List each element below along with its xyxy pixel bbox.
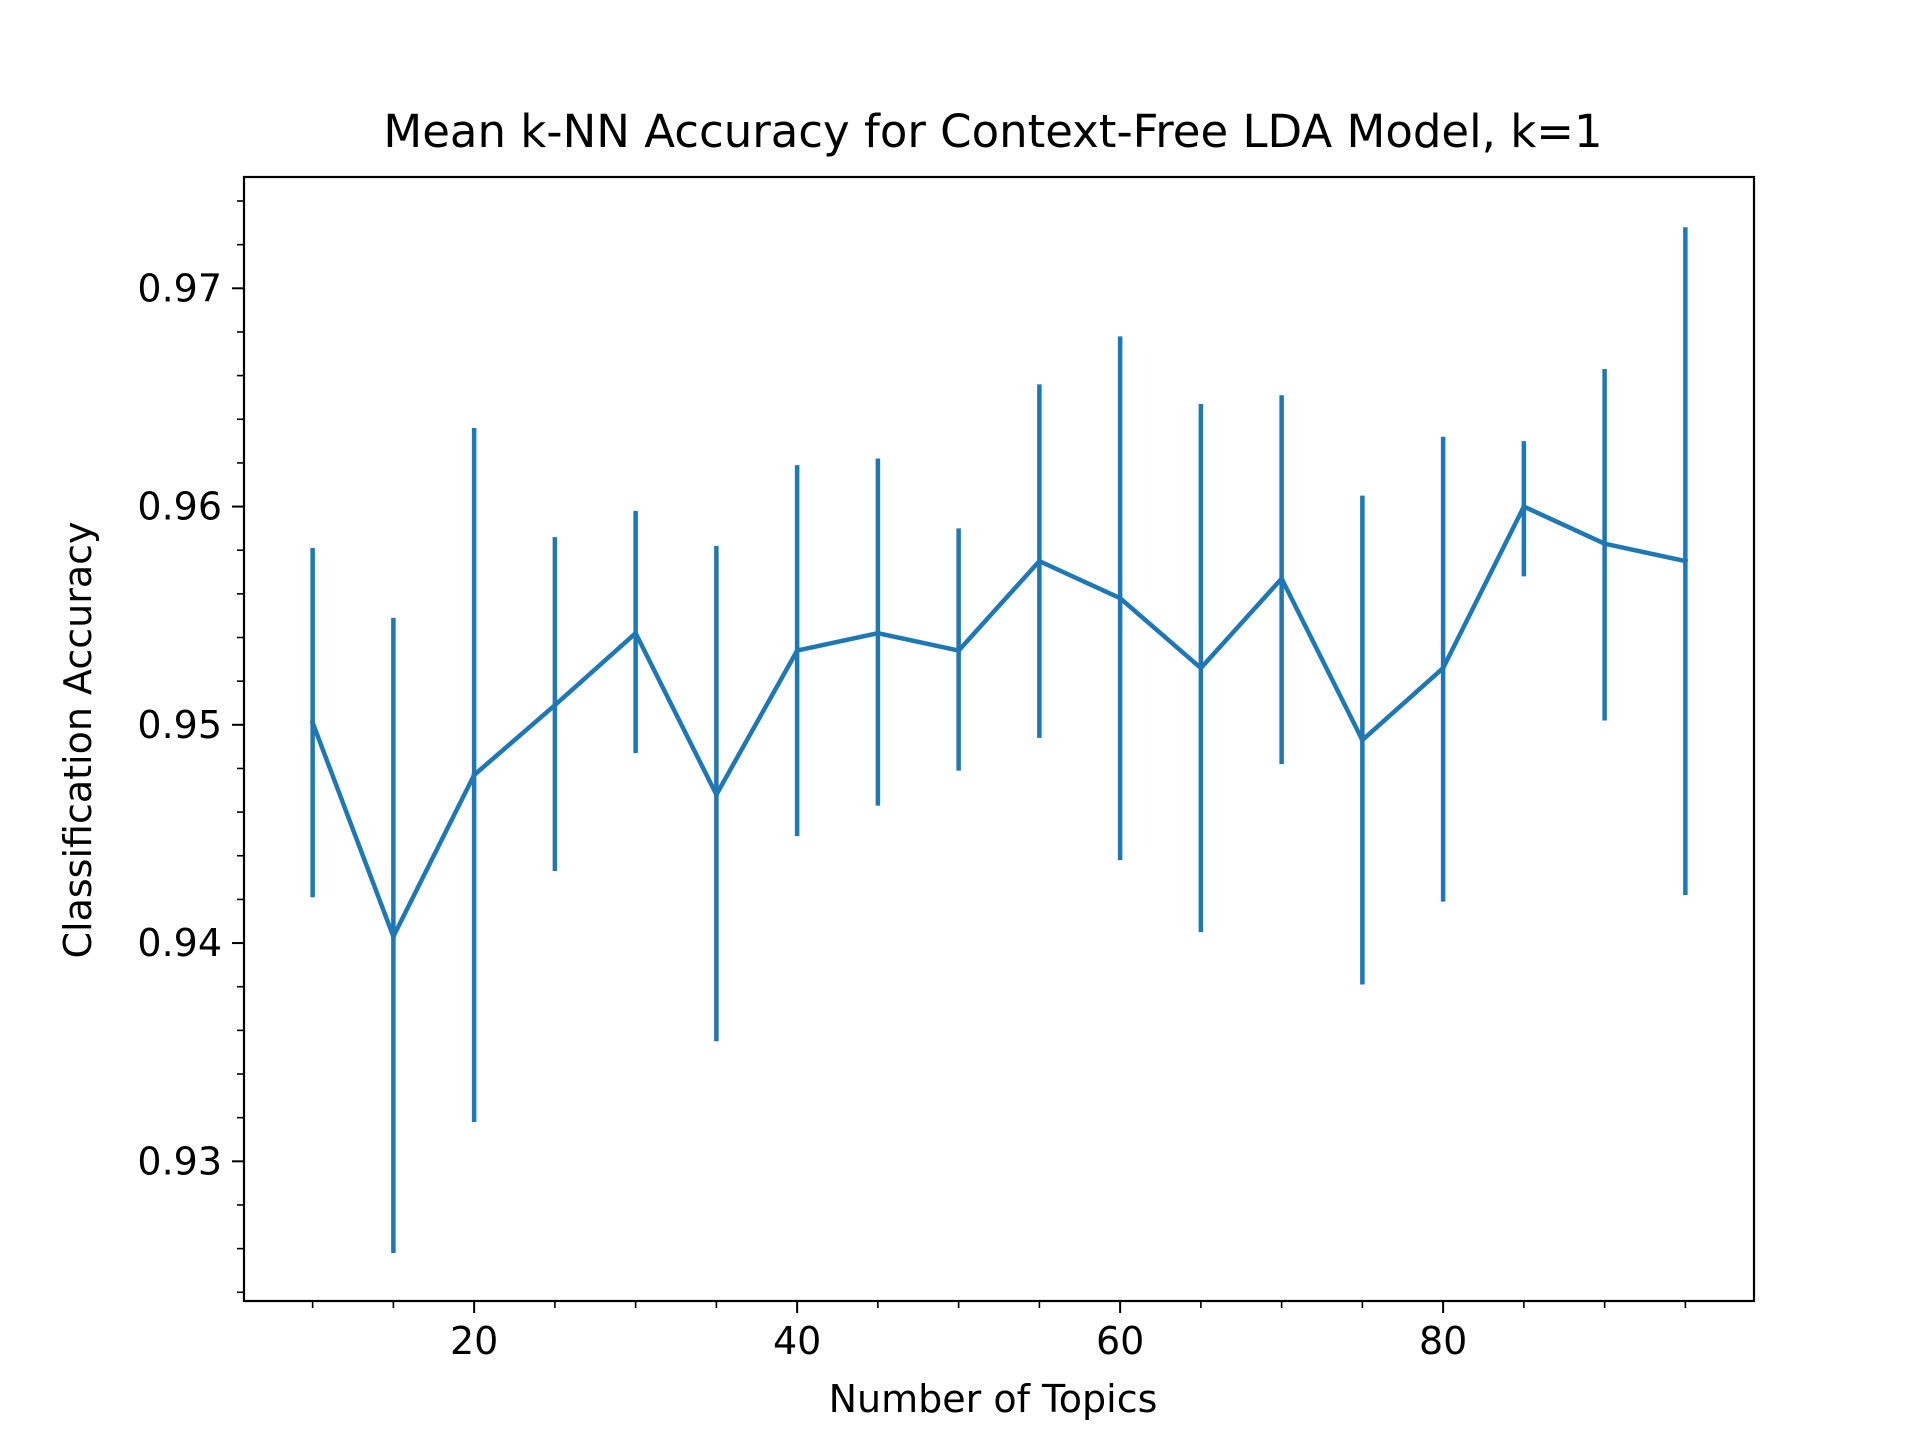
data-point	[1279, 576, 1285, 582]
data-point	[310, 720, 316, 726]
data-point	[713, 792, 719, 798]
data-point	[956, 648, 962, 654]
x-axis-label: Number of Topics	[829, 1377, 1158, 1421]
data-point	[1117, 595, 1123, 601]
data-point	[1682, 558, 1688, 564]
x-tick-label: 20	[450, 1319, 498, 1363]
data-point	[390, 934, 396, 940]
y-tick-label: 0.97	[137, 266, 222, 310]
plot-area	[309, 227, 1689, 1253]
y-tick-label: 0.96	[137, 485, 222, 529]
y-axis-label: Classification Accuracy	[56, 522, 100, 959]
data-point	[471, 772, 477, 778]
data-point	[1198, 665, 1204, 671]
axes: 20 40 60 80 0.93 0.94 0.95 0.96 0.97	[137, 175, 1756, 1363]
data-point	[1521, 504, 1527, 510]
x-tick-label: 80	[1419, 1319, 1467, 1363]
x-tick-label: 40	[773, 1319, 821, 1363]
data-point	[1036, 558, 1042, 564]
data-point	[1602, 541, 1608, 547]
x-tick-label: 60	[1096, 1319, 1144, 1363]
y-tick-label: 0.93	[137, 1139, 222, 1183]
data-point	[1440, 665, 1446, 671]
data-point	[794, 648, 800, 654]
data-point	[1359, 737, 1365, 743]
data-point	[633, 630, 639, 636]
series-line	[309, 504, 1689, 939]
data-point	[552, 702, 558, 708]
chart-title: Mean k-NN Accuracy for Context-Free LDA …	[383, 105, 1602, 158]
y-tick-label: 0.95	[137, 703, 222, 747]
data-point	[875, 630, 881, 636]
plot-frame	[242, 175, 1756, 1303]
y-tick-label: 0.94	[137, 921, 222, 965]
